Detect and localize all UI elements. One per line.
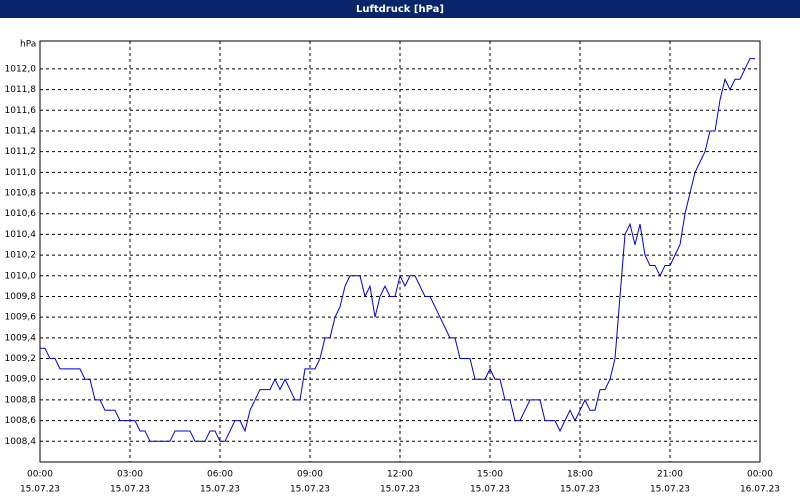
x-tick-date: 15.07.23 bbox=[200, 485, 240, 495]
y-tick-label: 1010,4 bbox=[5, 230, 37, 240]
y-tick-label: 1011,8 bbox=[5, 85, 37, 95]
chart-title: Luftdruck [hPa] bbox=[356, 4, 444, 15]
x-tick-label: 18:00 bbox=[567, 470, 593, 480]
y-tick-label: 1008,8 bbox=[5, 395, 37, 405]
x-tick-date: 15.07.23 bbox=[470, 485, 510, 495]
y-tick-label: 1008,6 bbox=[5, 416, 37, 426]
y-tick-label: 1009,4 bbox=[5, 333, 37, 343]
line-series bbox=[40, 58, 755, 442]
x-tick-label: 09:00 bbox=[297, 470, 323, 480]
x-tick-date: 16.07.23 bbox=[740, 485, 780, 495]
y-tick-label: 1009,2 bbox=[5, 354, 37, 364]
y-tick-label: 1009,0 bbox=[5, 375, 37, 385]
x-tick-label: 00:00 bbox=[747, 470, 773, 480]
x-tick-label: 00:00 bbox=[27, 470, 53, 480]
y-tick-label: 1012,0 bbox=[5, 64, 37, 74]
title-bar bbox=[0, 0, 800, 18]
y-tick-label: 1009,8 bbox=[5, 292, 37, 302]
x-tick-date: 15.07.23 bbox=[380, 485, 420, 495]
x-tick-date: 15.07.23 bbox=[20, 485, 60, 495]
x-tick-label: 03:00 bbox=[117, 470, 143, 480]
y-tick-label: 1008,4 bbox=[5, 437, 37, 447]
y-tick-label: 1011,2 bbox=[5, 147, 37, 157]
x-tick-label: 15:00 bbox=[477, 470, 503, 480]
y-unit: hPa bbox=[20, 40, 36, 50]
y-tick-label: 1009,6 bbox=[5, 313, 37, 323]
x-tick-date: 15.07.23 bbox=[110, 485, 150, 495]
x-tick-label: 21:00 bbox=[657, 470, 683, 480]
x-tick-label: 12:00 bbox=[387, 470, 413, 480]
y-tick-label: 1011,6 bbox=[5, 106, 37, 116]
y-tick-label: 1010,2 bbox=[5, 251, 37, 261]
y-tick-label: 1010,0 bbox=[5, 271, 37, 281]
x-tick-date: 15.07.23 bbox=[560, 485, 600, 495]
y-tick-label: 1010,8 bbox=[5, 189, 37, 199]
y-tick-label: 1011,4 bbox=[5, 126, 37, 136]
x-tick-date: 15.07.23 bbox=[290, 485, 330, 495]
x-tick-date: 15.07.23 bbox=[650, 485, 690, 495]
x-tick-label: 06:00 bbox=[207, 470, 233, 480]
y-tick-label: 1011,0 bbox=[5, 168, 37, 178]
y-tick-label: 1010,6 bbox=[5, 209, 37, 219]
